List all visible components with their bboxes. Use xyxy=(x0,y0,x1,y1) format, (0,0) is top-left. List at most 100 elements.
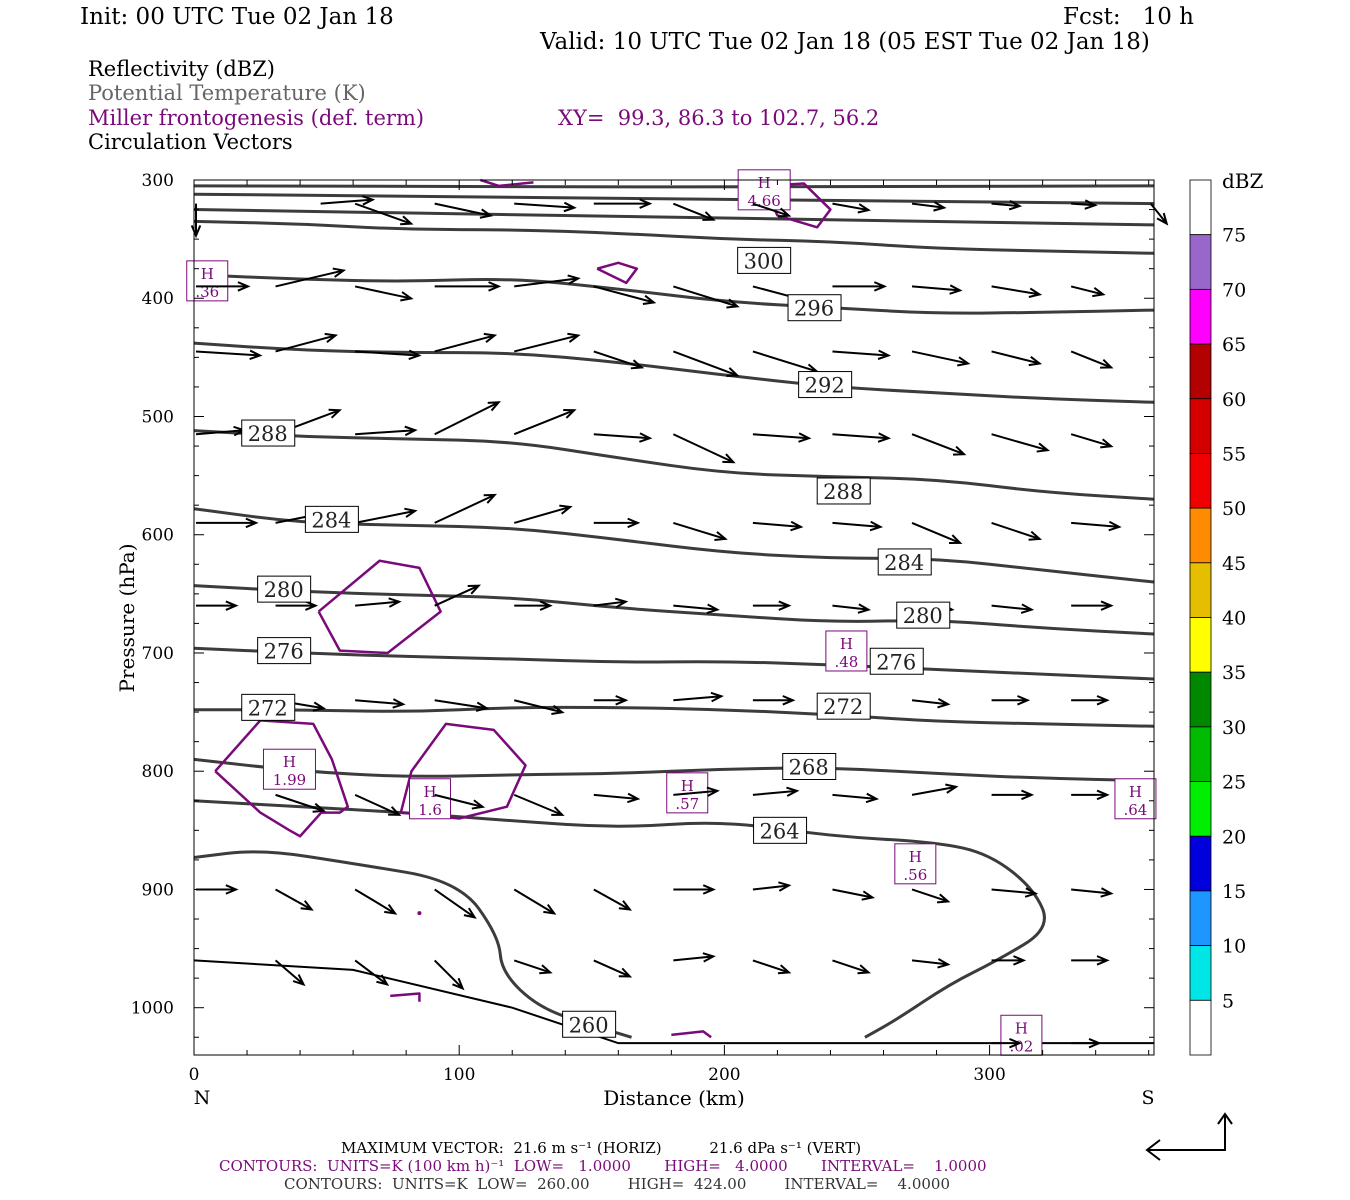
colorbar-swatch xyxy=(1189,179,1212,236)
forecast-hour: Fcst: 10 h xyxy=(1063,4,1194,30)
colorbar-swatch xyxy=(1189,507,1212,564)
circulation-vector xyxy=(752,432,812,443)
circulation-vector xyxy=(275,793,326,813)
colorbar-tick-label: 5 xyxy=(1222,990,1234,1012)
theta-label: 284 xyxy=(311,508,351,532)
dbz-colorbar: dBZ 75 70 65 60 55 50 45 40 35 30 25 20 15 10 5 xyxy=(1189,169,1264,1056)
circulation-vector xyxy=(673,691,724,703)
circulation-vector xyxy=(673,521,728,542)
circulation-vector xyxy=(752,600,792,611)
circulation-vector xyxy=(672,350,740,377)
theta-label-box xyxy=(241,419,296,447)
circulation-vector xyxy=(593,695,629,706)
colorbar-swatch xyxy=(1189,671,1212,728)
circulation-vector xyxy=(911,958,951,969)
circulation-vector xyxy=(593,792,641,804)
circulation-vector xyxy=(832,202,871,214)
fronto-max-h: H xyxy=(758,174,771,192)
contour-labels: 300 296 292 288 288 284 284 280 280 276 276 272 272 2… xyxy=(241,246,951,1038)
circulation-vector xyxy=(354,202,414,226)
theta-contour-264 xyxy=(193,799,1046,1039)
colorbar-swatch xyxy=(1189,999,1212,1056)
max-vector-note: MAXIMUM VECTOR: 21.6 m s⁻¹ (HORIZ) 21.6 … xyxy=(341,1139,862,1157)
circulation-vector xyxy=(673,603,720,614)
circulation-vector xyxy=(593,432,653,443)
theta-label: 292 xyxy=(805,374,845,398)
theta-label: 268 xyxy=(789,755,829,779)
circulation-vector xyxy=(832,888,875,901)
theta-contour-300 xyxy=(193,219,1155,255)
legend-circulation: Circulation Vectors xyxy=(88,130,293,154)
colorbar-tick-label: 30 xyxy=(1222,717,1246,739)
theta-label-box xyxy=(798,371,853,399)
theta-label-box xyxy=(877,548,932,576)
circulation-vector xyxy=(911,698,951,709)
theta-label-box xyxy=(304,505,359,533)
theta-label: 296 xyxy=(794,297,834,321)
colorbar-tick-label: 45 xyxy=(1222,553,1246,575)
circulation-vector xyxy=(991,1037,1023,1049)
theta-contour-280 xyxy=(193,584,1155,636)
circulation-vector xyxy=(832,349,892,360)
circulation-vector xyxy=(991,695,1031,706)
circulation-vector xyxy=(991,603,1035,614)
theta-label-box xyxy=(869,647,924,675)
circulation-vector xyxy=(196,600,239,611)
circulation-vector xyxy=(832,520,884,532)
theta-contour-276 xyxy=(193,646,1155,681)
theta-label: 260 xyxy=(569,1013,609,1037)
theta-label: 280 xyxy=(264,578,304,602)
circulation-vector xyxy=(832,281,888,292)
theta-label-box xyxy=(896,601,951,629)
colorbar-tick-label: 55 xyxy=(1222,443,1246,465)
theta-label-box xyxy=(257,637,312,665)
circulation-vector xyxy=(593,517,641,529)
circulation-vector xyxy=(190,203,202,239)
fronto-max-box xyxy=(737,169,791,211)
fronto-contour-note: CONTOURS: UNITS=K (100 km h)⁻¹ LOW= 1.00… xyxy=(219,1157,987,1175)
legend-frontogenesis: Miller frontogenesis (def. term) xyxy=(88,106,425,130)
fronto-max-value: .48 xyxy=(834,653,858,671)
fronto-max-box xyxy=(1114,778,1157,820)
fronto-max-h: H xyxy=(840,635,853,653)
circulation-vector xyxy=(911,350,971,367)
south-label: S xyxy=(1141,1087,1154,1109)
circulation-vector xyxy=(991,200,1023,211)
y-tick-label: 600 xyxy=(142,526,174,546)
circulation-vector xyxy=(434,281,502,292)
circulation-vector xyxy=(354,285,414,302)
theta-contour-272 xyxy=(194,705,1155,728)
fronto-max-value: 1.6 xyxy=(418,801,442,819)
theta-contour-260 xyxy=(193,850,632,1039)
circulation-vector xyxy=(320,195,376,206)
theta-contour-upper xyxy=(193,208,1155,227)
colorbar-tick-label: 50 xyxy=(1222,498,1246,520)
circulation-vector xyxy=(355,425,418,437)
colorbar-swatch xyxy=(1189,835,1212,892)
y-tick-label: 800 xyxy=(142,762,174,782)
circulation-vector xyxy=(434,584,482,607)
y-tick-label: 700 xyxy=(142,644,174,664)
circulation-vector xyxy=(354,888,398,915)
circulation-vector xyxy=(832,432,892,443)
colorbar-swatch xyxy=(1189,890,1212,947)
circulation-vector xyxy=(832,792,880,804)
theta-label-box xyxy=(257,575,312,603)
circulation-vector xyxy=(673,884,716,895)
circulation-vector xyxy=(1071,600,1114,611)
fronto-max-h: H xyxy=(423,783,436,801)
y-tick-label: 1000 xyxy=(131,999,174,1019)
circulation-vector xyxy=(752,202,792,218)
circulation-vector xyxy=(1071,199,1098,210)
circulation-vector xyxy=(1071,520,1122,532)
theta-label: 272 xyxy=(248,696,288,720)
circulation-vector xyxy=(1149,203,1169,226)
circulation-vector xyxy=(275,600,319,611)
colorbar-tick-label: 15 xyxy=(1222,881,1246,903)
circulation-vector xyxy=(593,597,629,609)
legend-xy-endpoints: XY= 99.3, 86.3 to 102.7, 56.2 xyxy=(558,106,880,130)
colorbar-tick-label: 25 xyxy=(1222,772,1246,794)
fronto-max-box xyxy=(262,748,316,790)
theta-label: 284 xyxy=(884,551,924,575)
